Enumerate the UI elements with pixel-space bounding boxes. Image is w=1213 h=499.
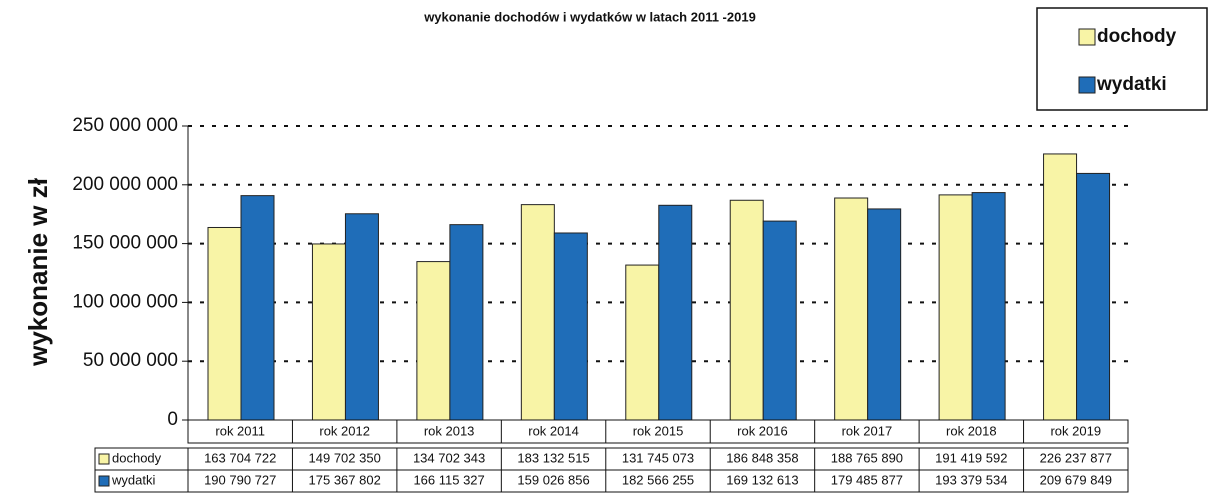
bar [344,213,379,421]
table-cell: 183 132 515 [517,450,589,465]
x-tick-label: rok 2018 [946,423,997,438]
table-cell: 226 237 877 [1040,450,1112,465]
table-cell: 163 704 722 [204,450,276,465]
bar [1076,172,1111,421]
table-swatch [98,475,110,487]
bar [762,220,797,421]
table-cell: 131 745 073 [622,450,694,465]
x-tick-label: rok 2015 [633,423,684,438]
y-tick-label: 0 [167,409,178,430]
x-tick-label: rok 2014 [528,423,579,438]
y-tick-label: 50 000 000 [83,350,178,371]
table-cell: 188 765 890 [831,450,903,465]
bar [1043,153,1078,421]
bar [416,261,451,421]
table-cell: 179 485 877 [831,472,903,487]
bar [658,204,693,421]
legend-swatch [1078,28,1096,46]
table-cell: 186 848 358 [726,450,798,465]
table-swatch [98,453,110,465]
y-tick-label: 100 000 000 [72,291,178,312]
table-cell: 166 115 327 [413,472,484,487]
y-axis-label: wykonanie w zł [23,177,53,367]
table-cell: 134 702 343 [413,450,485,465]
chart-title: wykonanie dochodów i wydatków w latach 2… [423,9,756,24]
bar [553,232,588,421]
bar [834,197,869,421]
table-cell: 191 419 592 [935,450,1007,465]
bar [207,226,242,421]
bar [311,243,346,421]
table-cell: 175 367 802 [309,472,381,487]
x-tick-label: rok 2019 [1050,423,1101,438]
table-cell: 149 702 350 [309,450,381,465]
table-cell: 159 026 856 [517,472,589,487]
table-cell: 190 790 727 [204,472,276,487]
x-tick-label: rok 2013 [424,423,475,438]
x-tick-label: rok 2011 [215,423,265,438]
table-cell: 169 132 613 [726,472,798,487]
bar [867,208,902,421]
legend-box [1036,7,1208,111]
legend-label: dochody [1097,26,1177,47]
bar [971,192,1006,421]
bar [938,194,973,421]
table-cell: 182 566 255 [622,472,694,487]
legend-swatch [1078,76,1096,94]
bar [729,199,764,421]
y-tick-label: 200 000 000 [72,174,178,195]
bar [449,224,484,421]
x-tick-label: rok 2016 [737,423,788,438]
table-cell: 193 379 534 [935,472,1007,487]
x-tick-label: rok 2017 [842,423,893,438]
y-tick-label: 250 000 000 [72,115,178,136]
y-tick-label: 150 000 000 [72,233,178,254]
table-row-label: wydatki [111,472,155,487]
bar [520,204,555,421]
bar [625,264,660,421]
bar [240,195,275,421]
table-cell: 209 679 849 [1040,472,1112,487]
table-row-label: dochody [112,450,162,465]
legend-label: wydatki [1096,74,1167,95]
x-tick-label: rok 2012 [319,423,370,438]
